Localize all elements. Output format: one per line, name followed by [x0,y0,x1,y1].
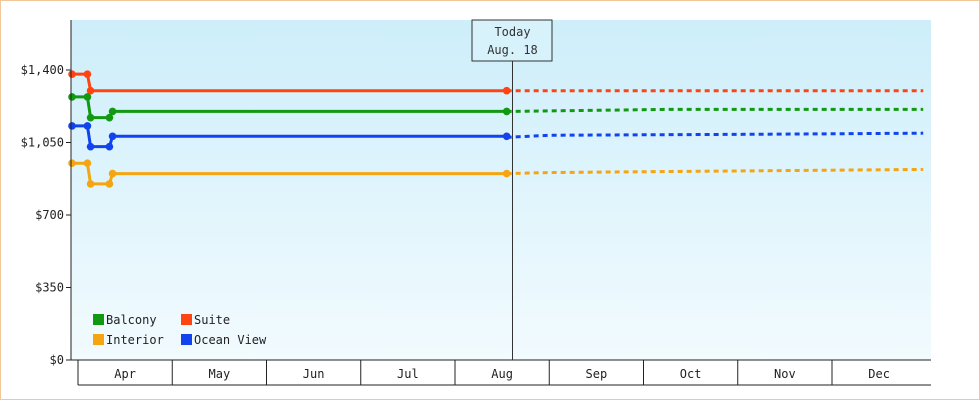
legend-label-suite: Suite [194,313,230,327]
data-point [108,107,117,116]
series-suite [68,70,924,95]
y-tick-label: $0 [50,353,64,367]
legend-label-balcony: Balcony [106,313,157,327]
y-tick-label: $700 [35,208,64,222]
data-point [86,180,95,188]
today-box [471,19,553,62]
data-point [68,93,76,101]
month-label-sep: Sep [586,367,608,381]
month-label-oct: Oct [680,367,702,381]
data-point [108,132,117,141]
month-label-aug: Aug [491,367,513,381]
plot-area [71,20,931,360]
forecast-line-ocean-view [506,131,924,139]
data-point [105,113,114,122]
series-interior [68,159,924,188]
data-point [83,70,92,78]
forecast-line-balcony [506,107,924,113]
data-point [86,142,95,151]
series-line-suite [72,72,507,93]
legend-label-ocean-view: Ocean View [194,333,267,347]
series-ocean-view [68,122,924,151]
data-point [83,122,92,130]
data-point [502,169,511,178]
data-point [83,159,92,168]
today-title: Today [494,25,530,39]
month-label-may: May [209,367,231,381]
month-label-dec: Dec [868,367,890,381]
data-point [68,159,76,168]
y-tick-label: $350 [35,281,64,295]
data-point [68,70,76,78]
data-point [108,169,117,178]
month-label-jul: Jul [397,367,419,381]
data-point [86,113,95,122]
data-point [68,122,76,130]
legend-swatch-ocean-view [181,334,192,345]
data-point [86,86,95,95]
legend-swatch-suite [181,314,192,325]
forecast-line-interior [506,167,924,176]
y-tick-label: $1,400 [21,63,64,77]
data-point [502,107,511,116]
data-point [83,93,92,101]
y-tick-label: $1,050 [21,136,64,150]
legend-swatch-interior [93,334,104,345]
legend-label-interior: Interior [106,333,164,347]
month-label-nov: Nov [774,367,796,381]
data-point [502,86,511,95]
data-point [502,132,511,141]
month-label-apr: Apr [114,367,136,381]
data-point [105,180,114,188]
legend-swatch-balcony [93,314,104,325]
today-date: Aug. 18 [487,43,538,57]
series-balcony [68,93,924,122]
month-label-jun: Jun [303,367,325,381]
data-point [105,142,114,151]
